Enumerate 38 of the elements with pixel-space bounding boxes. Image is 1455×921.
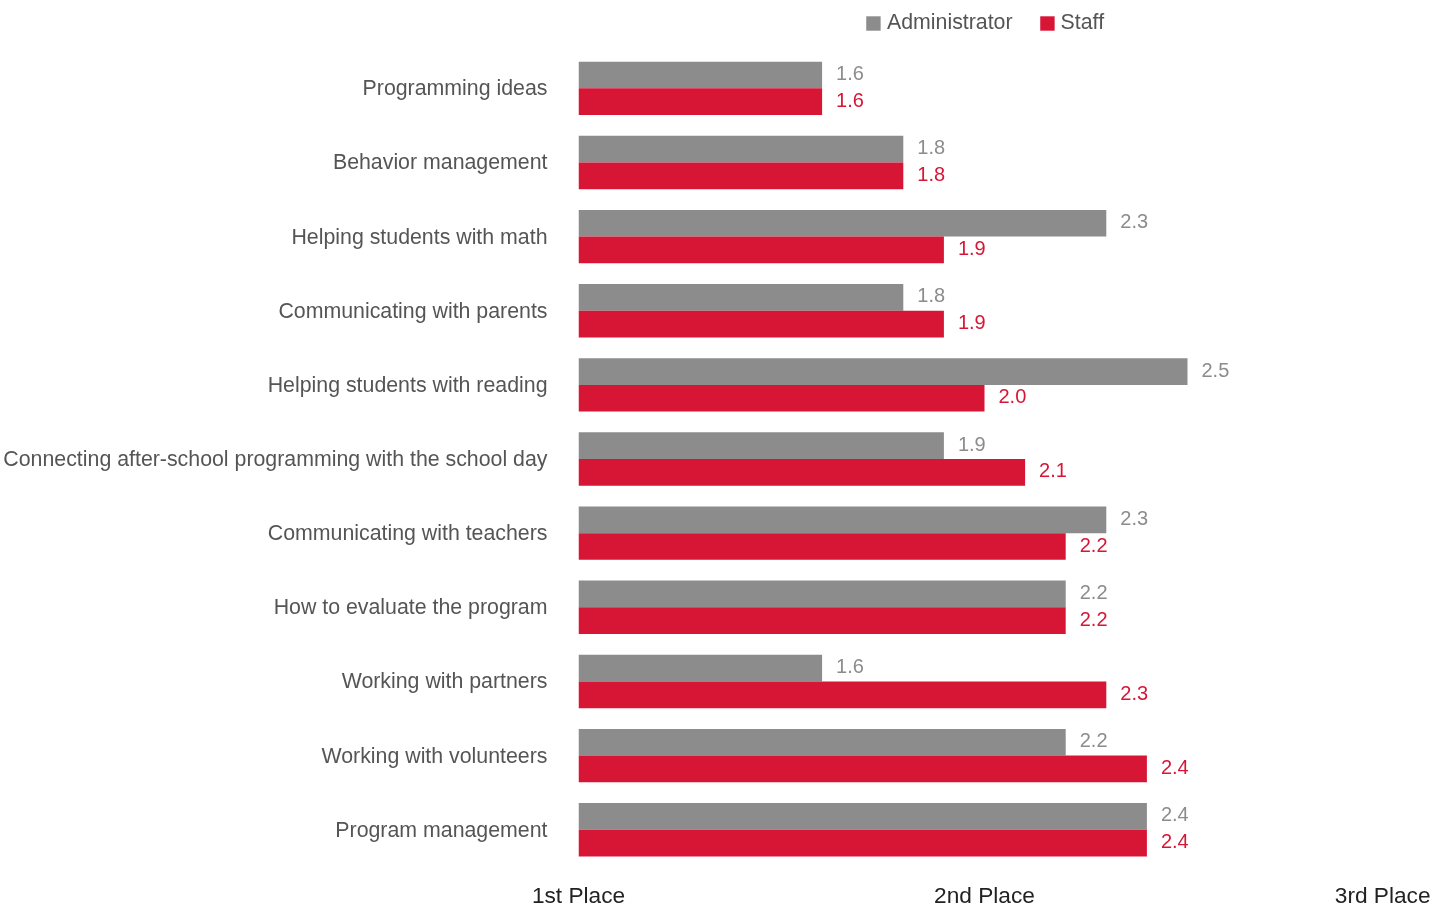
y-tick-label: Programming ideas <box>362 76 548 101</box>
x-tick-label: 1st Place <box>531 881 626 908</box>
y-tick-label: Behavior management <box>332 150 548 175</box>
data-label: 1.6 <box>836 62 864 84</box>
y-tick-label: How to evaluate the program <box>273 595 548 620</box>
data-label: 1.8 <box>917 284 946 307</box>
data-label: 1.9 <box>957 236 986 259</box>
x-tick-label: 3rd Place <box>1334 881 1431 908</box>
data-label: 2.2 <box>1079 729 1108 752</box>
x-tick-label: 2nd Place <box>934 881 1035 908</box>
data-label: 2.4 <box>1160 803 1189 826</box>
data-label: 1.9 <box>957 311 986 334</box>
data-label: 2.1 <box>1039 459 1067 482</box>
y-tick-label: Communicating with parents <box>278 298 548 323</box>
data-label: 2.3 <box>1120 506 1149 529</box>
data-label: 2.4 <box>1160 755 1189 778</box>
data-label: 2.3 <box>1120 210 1149 233</box>
data-label: 2.2 <box>1079 533 1108 556</box>
y-tick-label: Helping students with math <box>291 224 548 249</box>
y-tick-label: Program management <box>335 817 548 842</box>
data-label: 1.6 <box>836 88 864 111</box>
y-tick-label: Working with partners <box>341 669 548 694</box>
data-label: 2.2 <box>1079 580 1108 603</box>
legend-label: Administrator <box>886 10 1013 35</box>
data-label: 1.8 <box>917 162 946 185</box>
data-label: 1.6 <box>836 655 864 678</box>
data-label: 2.3 <box>1120 681 1149 704</box>
data-label: 1.9 <box>957 432 986 455</box>
y-tick-label: Helping students with reading <box>267 372 548 397</box>
data-label: 2.4 <box>1160 830 1189 853</box>
y-tick-label: Working with volunteers <box>321 743 548 768</box>
y-tick-label: Connecting after-school programming with the school day <box>3 447 548 472</box>
data-label: 2.2 <box>1079 607 1108 630</box>
data-label: 1.8 <box>917 136 946 159</box>
legend-label: Staff <box>1060 10 1105 35</box>
data-label: 2.5 <box>1201 358 1230 381</box>
y-tick-label: Communicating with teachers <box>267 521 548 546</box>
data-label: 2.0 <box>998 385 1027 408</box>
